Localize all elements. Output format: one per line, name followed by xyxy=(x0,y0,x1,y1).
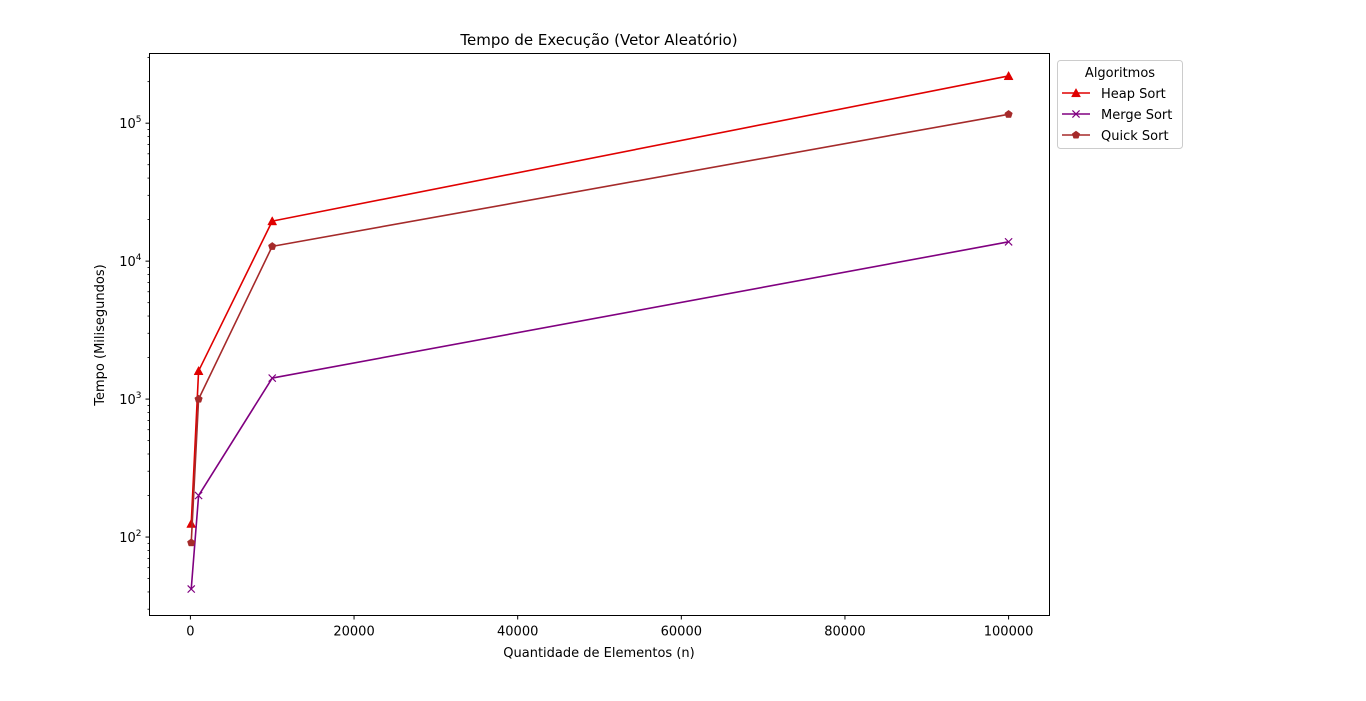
legend: Algoritmos Heap Sort Merge Sort Quick Sort xyxy=(1057,60,1183,149)
y-tick-label: 105 xyxy=(119,115,141,132)
data-point-quick-sort xyxy=(268,242,277,250)
data-point-merge-sort xyxy=(1004,237,1013,246)
series-line-heap-sort xyxy=(190,75,1009,524)
legend-label: Merge Sort xyxy=(1101,108,1172,123)
x-tick-label: 40000 xyxy=(497,625,538,640)
legend-item-heap-sort: Heap Sort xyxy=(1062,87,1166,102)
series-line-quick-sort xyxy=(190,113,1009,543)
chart-title: Tempo de Execução (Vetor Aleatório) xyxy=(459,31,737,49)
legend-label: Quick Sort xyxy=(1101,129,1169,144)
data-point-heap-sort xyxy=(1003,70,1014,81)
legend-frame xyxy=(1057,60,1183,149)
data-point-merge-sort xyxy=(187,585,196,594)
data-point-merge-sort xyxy=(268,374,277,383)
legend-items: Heap Sort Merge Sort Quick Sort xyxy=(1062,87,1172,144)
legend-marker xyxy=(1071,87,1081,98)
legend-item-merge-sort: Merge Sort xyxy=(1062,108,1172,123)
y-axis-label: Tempo (Milisegundos) xyxy=(93,264,108,406)
legend-marker xyxy=(1071,109,1081,119)
legend-item-quick-sort: Quick Sort xyxy=(1062,129,1169,144)
y-tick-label: 103 xyxy=(119,391,141,408)
x-tick-label: 60000 xyxy=(661,625,702,640)
plot-area-frame xyxy=(149,53,1050,616)
data-point-heap-sort xyxy=(193,365,204,376)
data-point-quick-sort xyxy=(187,538,196,547)
legend-label: Heap Sort xyxy=(1101,87,1166,102)
x-tick-label: 0 xyxy=(186,625,194,640)
legend-title: Algoritmos xyxy=(1085,66,1155,81)
data-point-merge-sort xyxy=(194,491,203,500)
legend-marker xyxy=(1071,130,1081,139)
series-quick-sort xyxy=(187,109,1013,547)
data-point-quick-sort xyxy=(194,394,203,403)
x-axis: 0 20000 40000 60000 80000 100000 xyxy=(186,615,1034,640)
x-tick-label: 20000 xyxy=(333,625,374,640)
x-axis-label: Quantidade de Elementos (n) xyxy=(503,646,694,661)
series-layer xyxy=(186,70,1014,594)
y-tick-label: 102 xyxy=(119,529,141,546)
x-tick-label: 80000 xyxy=(824,625,865,640)
y-axis: 102 103 104 105 xyxy=(119,115,150,546)
data-point-heap-sort xyxy=(267,216,278,226)
series-heap-sort xyxy=(186,70,1014,528)
data-point-quick-sort xyxy=(1004,109,1013,118)
y-tick-label: 104 xyxy=(119,253,142,270)
x-tick-label: 100000 xyxy=(984,625,1034,640)
